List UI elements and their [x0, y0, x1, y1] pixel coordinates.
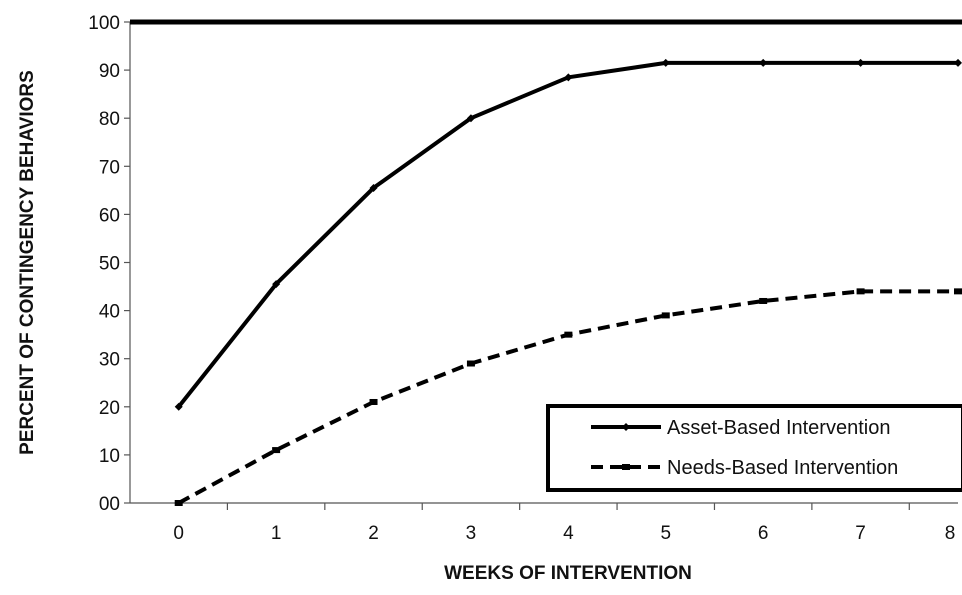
data-point [174, 402, 183, 411]
y-tick-label: 20 [99, 398, 120, 419]
y-tick-label: 60 [99, 205, 120, 226]
data-point [661, 312, 670, 319]
x-tick-label: 5 [660, 523, 671, 544]
data-point [369, 398, 378, 405]
y-tick-label: 80 [99, 109, 120, 130]
data-point [856, 58, 865, 67]
data-point [954, 58, 962, 67]
y-tick-label: 70 [99, 157, 120, 178]
data-point [564, 331, 573, 338]
legend: Asset-Based Intervention Needs-Based Inte… [546, 404, 962, 492]
x-axis-title: WEEKS OF INTERVENTION [444, 563, 692, 584]
x-tick-label: 1 [271, 523, 282, 544]
y-tick-label: 90 [99, 61, 120, 82]
y-axis-title: PERCENT OF CONTINGENCY BEHAVIORS [17, 70, 38, 455]
series-lines [174, 58, 962, 506]
data-point [272, 447, 281, 454]
y-tick-label: 40 [99, 302, 120, 323]
legend-box [546, 404, 962, 492]
legend-label: Asset-Based Intervention [667, 417, 890, 439]
data-point [174, 500, 183, 506]
y-tick-label: 30 [99, 350, 120, 371]
data-point [954, 288, 962, 295]
legend-marker [622, 464, 630, 470]
y-tick-label: 00 [99, 494, 120, 515]
x-tick-label: 2 [368, 523, 379, 544]
data-point [369, 183, 378, 192]
data-point [759, 297, 768, 304]
legend-marker [622, 423, 630, 431]
data-point [466, 114, 475, 123]
y-tick-label: 50 [99, 254, 120, 275]
data-point [564, 73, 573, 82]
data-point [856, 288, 865, 295]
data-point [272, 280, 281, 289]
x-tick-label: 8 [945, 523, 956, 544]
legend-label: Needs-Based Intervention [667, 457, 898, 479]
series-line-asset-based [177, 60, 958, 409]
x-tick-label: 0 [173, 523, 184, 544]
axes: 00 10 20 30 40 50 60 70 80 90 100 0 1 2 3 4 5 6 7 8 [88, 13, 962, 544]
x-tick-label: 3 [466, 523, 477, 544]
data-point [466, 360, 475, 367]
x-tick-label: 4 [563, 523, 574, 544]
y-tick-label: 10 [99, 446, 120, 467]
x-tick-label: 7 [855, 523, 866, 544]
data-point [661, 58, 670, 67]
data-point [759, 58, 768, 67]
x-tick-label: 6 [758, 523, 769, 544]
y-tick-label: 100 [88, 13, 120, 34]
